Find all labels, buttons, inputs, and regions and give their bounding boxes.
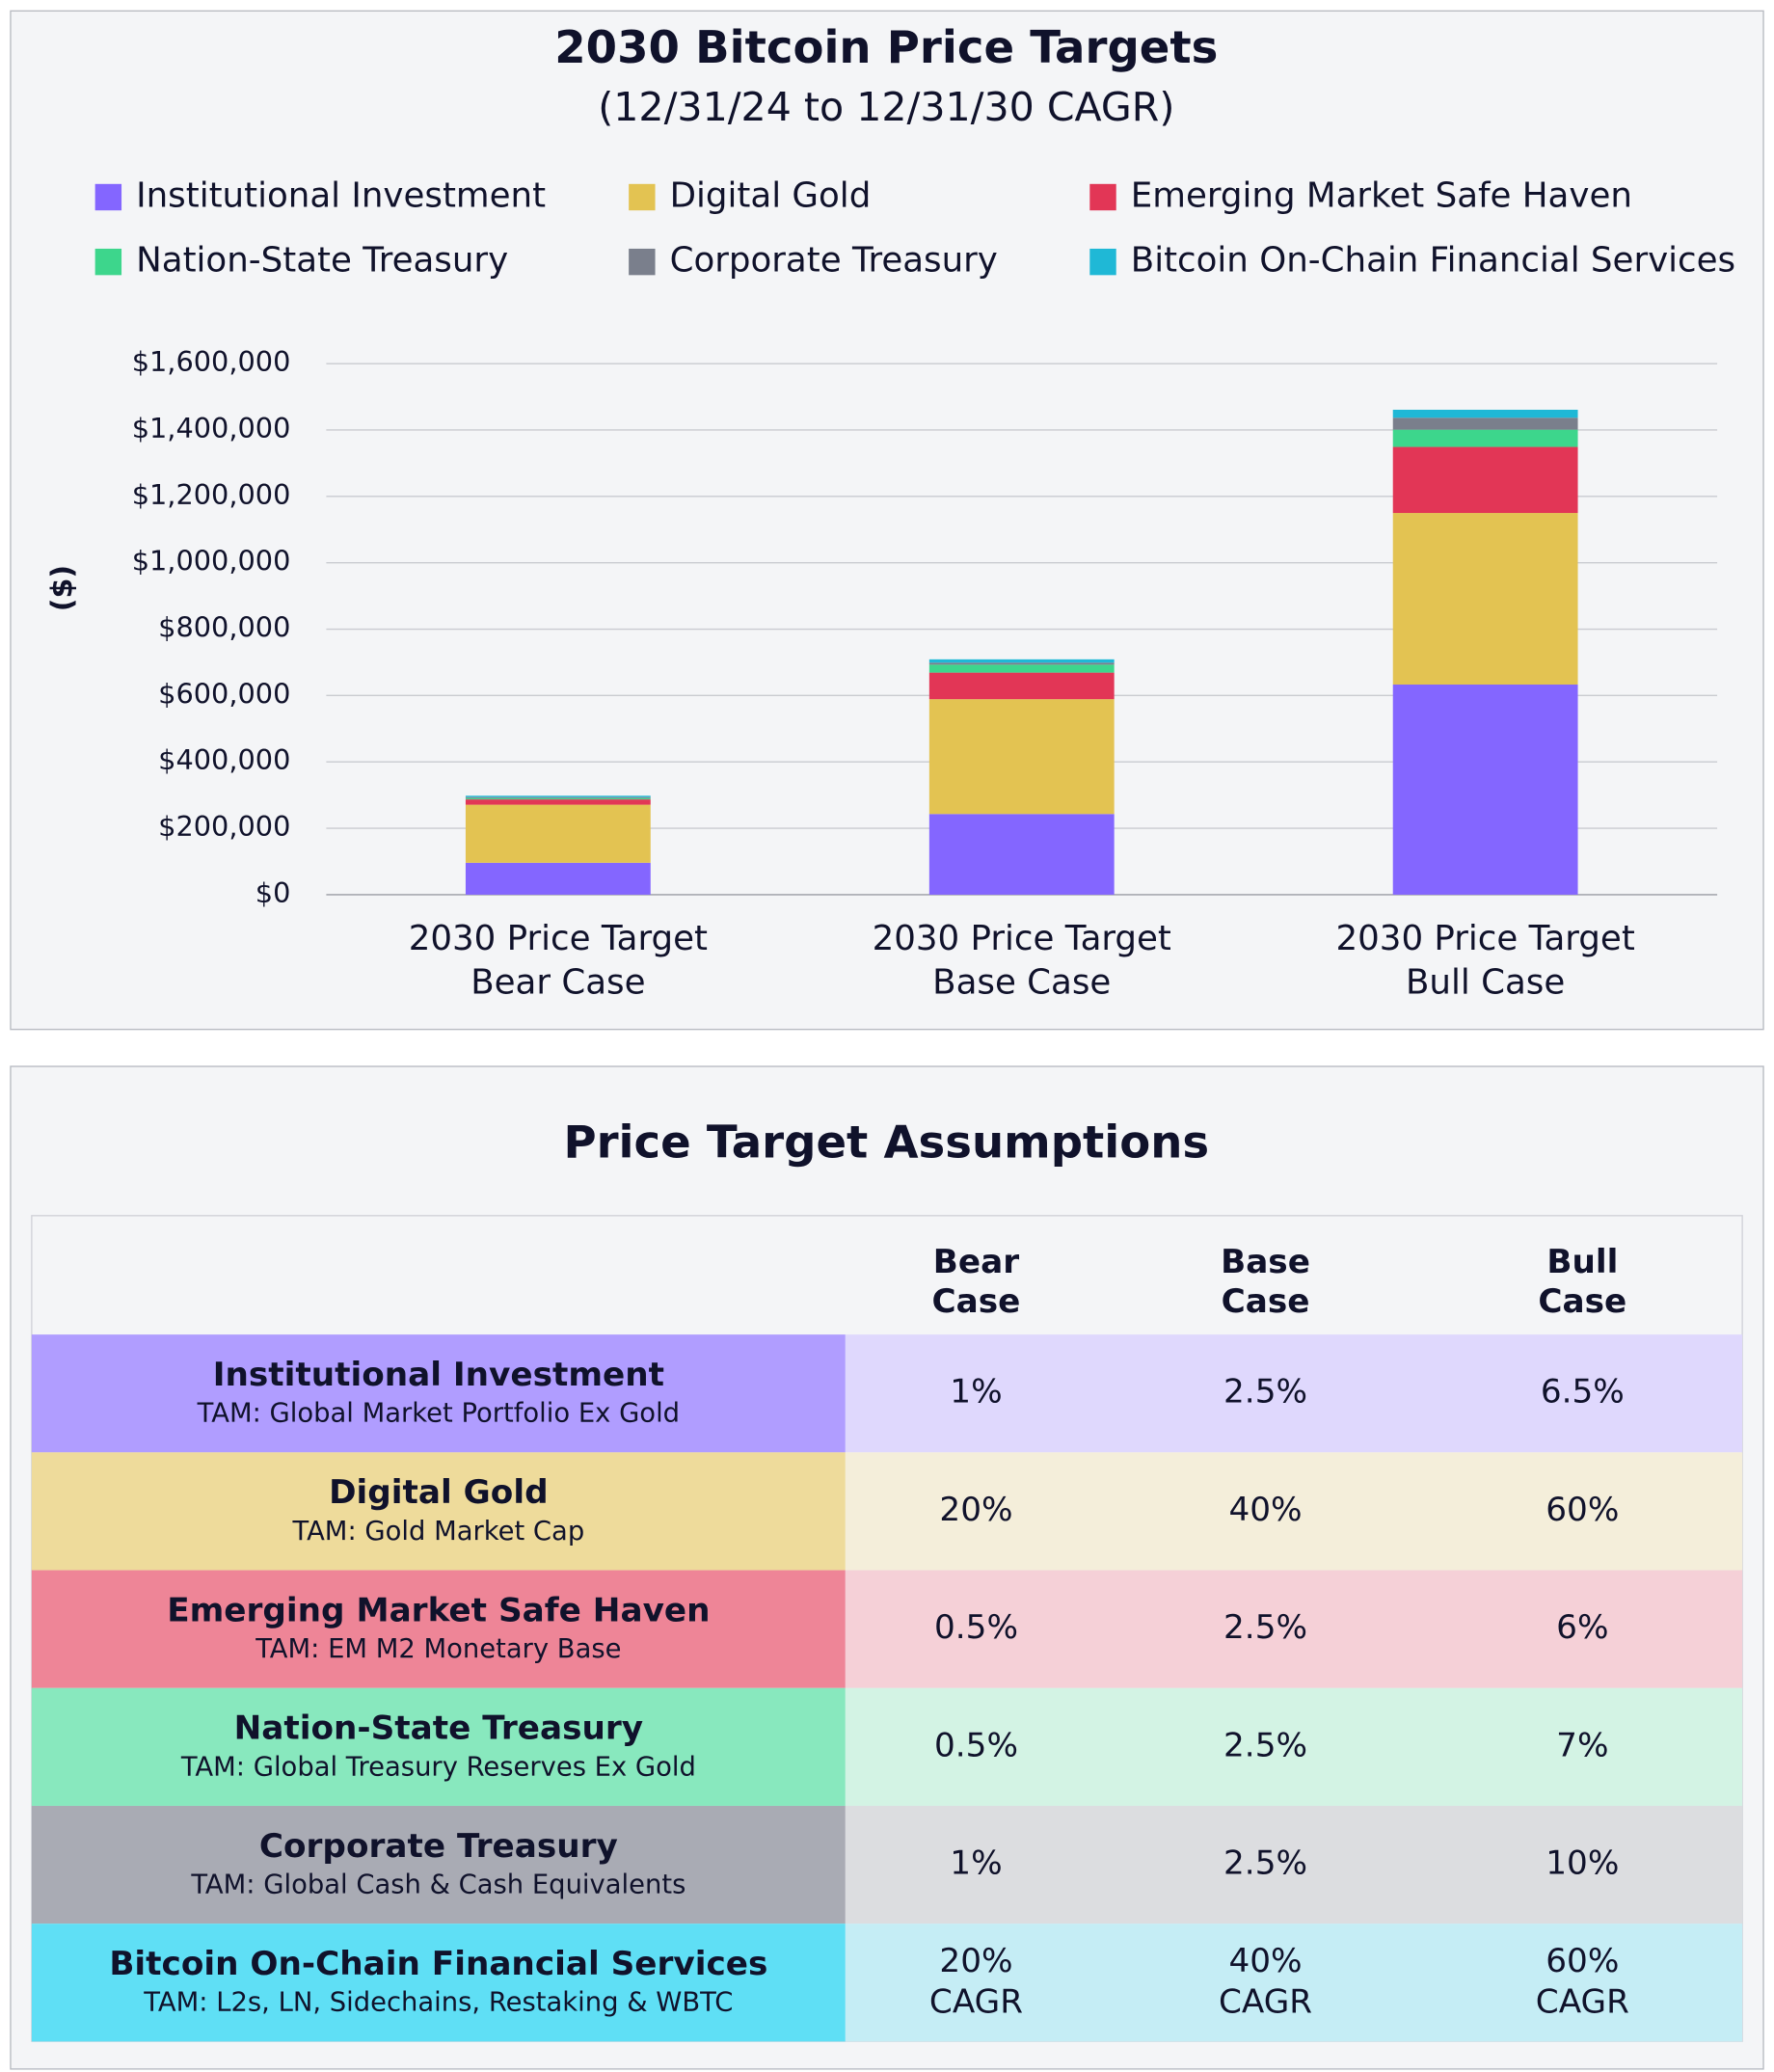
- y-tick-label: $1,000,000: [132, 545, 291, 578]
- row-value-cell: [845, 1687, 1743, 1806]
- y-tick-label: $1,200,000: [132, 478, 291, 511]
- bar-segment: [928, 814, 1115, 895]
- row-label-cell: [31, 1452, 846, 1571]
- bar-segment: [465, 804, 651, 863]
- column-header: Bear Case: [932, 1243, 1021, 1321]
- row-tam: TAM: Global Market Portfolio Ex Gold: [197, 1399, 680, 1429]
- column-header: Bull Case: [1538, 1243, 1626, 1321]
- bar-segment: [465, 799, 651, 805]
- column-header: Base Case: [1221, 1243, 1310, 1321]
- bar-segment: [465, 862, 651, 895]
- table-cell: 20%: [939, 1491, 1012, 1529]
- table-cell: 2.5%: [1223, 1726, 1307, 1764]
- row-tam: TAM: L2s, LN, Sidechains, Restaking & WB…: [143, 1988, 733, 2018]
- table-cell: 2.5%: [1223, 1373, 1307, 1412]
- row-name: Bitcoin On-Chain Financial Services: [109, 1945, 767, 1983]
- bar-segment: [1392, 685, 1578, 895]
- row-label-cell: [31, 1924, 846, 2042]
- y-tick-label: $1,400,000: [132, 412, 291, 444]
- bar-segment: [1392, 446, 1578, 514]
- row-label-cell: [31, 1334, 846, 1453]
- row-value-cell: [845, 1452, 1743, 1571]
- y-tick-label: $1,600,000: [132, 345, 291, 378]
- legend-swatch: [629, 183, 656, 211]
- y-tick-label: $800,000: [158, 611, 290, 644]
- legend-swatch: [1089, 183, 1116, 211]
- table-cell: 0.5%: [934, 1726, 1018, 1764]
- table-cell: 60% CAGR: [1536, 1942, 1629, 2021]
- bar-segment: [928, 662, 1115, 665]
- row-tam: TAM: Global Cash & Cash Equivalents: [190, 1870, 685, 1900]
- row-tam: TAM: Global Treasury Reserves Ex Gold: [180, 1752, 696, 1782]
- row-value-cell: [845, 1334, 1743, 1453]
- x-tick-label: 2030 Price Target Bull Case: [1335, 919, 1634, 1002]
- legend-label: Nation-State Treasury: [136, 241, 508, 281]
- table-cell: 2.5%: [1223, 1844, 1307, 1883]
- table-cell: 1%: [950, 1844, 1002, 1883]
- bar-segment: [928, 699, 1115, 815]
- y-axis-label: ($): [45, 565, 79, 612]
- row-name: Emerging Market Safe Haven: [167, 1591, 710, 1629]
- y-tick-label: $400,000: [158, 743, 290, 776]
- row-name: Nation-State Treasury: [234, 1709, 644, 1748]
- y-tick-label: $600,000: [158, 677, 290, 710]
- table-cell: 0.5%: [934, 1608, 1018, 1647]
- table-cell: 6.5%: [1541, 1373, 1625, 1412]
- row-tam: TAM: EM M2 Monetary Base: [255, 1634, 621, 1664]
- bar-segment: [465, 796, 651, 798]
- table-cell: 1%: [950, 1373, 1002, 1412]
- bar-segment: [928, 672, 1115, 700]
- legend-swatch: [94, 248, 122, 276]
- x-tick-label: 2030 Price Target Bear Case: [409, 919, 708, 1002]
- table-cell: 60%: [1546, 1491, 1619, 1529]
- bar-segment: [465, 795, 651, 797]
- bar-segment: [1392, 417, 1578, 430]
- legend-label: Institutional Investment: [136, 176, 546, 216]
- table-cell: 40%: [1228, 1491, 1302, 1529]
- chart-title: 2030 Bitcoin Price Targets: [554, 21, 1218, 73]
- y-tick-label: $0: [255, 876, 291, 909]
- row-label-cell: [31, 1687, 846, 1806]
- legend-label: Digital Gold: [670, 176, 872, 216]
- bar-segment: [928, 664, 1115, 673]
- row-label-cell: [31, 1805, 846, 1924]
- legend-swatch: [1089, 248, 1116, 276]
- table-cell: 40% CAGR: [1219, 1942, 1312, 2021]
- row-tam: TAM: Gold Market Cap: [291, 1517, 584, 1547]
- table-title: Price Target Assumptions: [563, 1117, 1209, 1169]
- table-cell: 10%: [1546, 1844, 1619, 1883]
- chart-subtitle: (12/31/24 to 12/31/30 CAGR): [598, 84, 1174, 130]
- row-value-cell: [845, 1570, 1743, 1688]
- table-cell: 2.5%: [1223, 1608, 1307, 1647]
- table-cell: 6%: [1556, 1608, 1608, 1647]
- bar-segment: [928, 659, 1115, 663]
- legend-swatch: [629, 248, 656, 276]
- x-tick-label: 2030 Price Target Base Case: [873, 919, 1171, 1002]
- legend-swatch: [94, 183, 122, 211]
- row-value-cell: [845, 1924, 1743, 2042]
- bar-segment: [1392, 513, 1578, 686]
- y-tick-label: $200,000: [158, 810, 290, 843]
- bar-segment: [465, 797, 651, 800]
- bar-segment: [1392, 429, 1578, 447]
- row-name: Digital Gold: [329, 1473, 548, 1512]
- table-cell: 20% CAGR: [929, 1942, 1023, 2021]
- bar-segment: [1392, 409, 1578, 418]
- row-name: Corporate Treasury: [259, 1827, 618, 1866]
- row-value-cell: [845, 1805, 1743, 1924]
- legend-label: Emerging Market Safe Haven: [1131, 176, 1632, 216]
- legend-label: Corporate Treasury: [670, 241, 998, 281]
- legend-label: Bitcoin On-Chain Financial Services: [1131, 241, 1735, 281]
- row-name: Institutional Investment: [213, 1356, 664, 1394]
- row-label-cell: [31, 1570, 846, 1688]
- table-cell: 7%: [1556, 1726, 1608, 1764]
